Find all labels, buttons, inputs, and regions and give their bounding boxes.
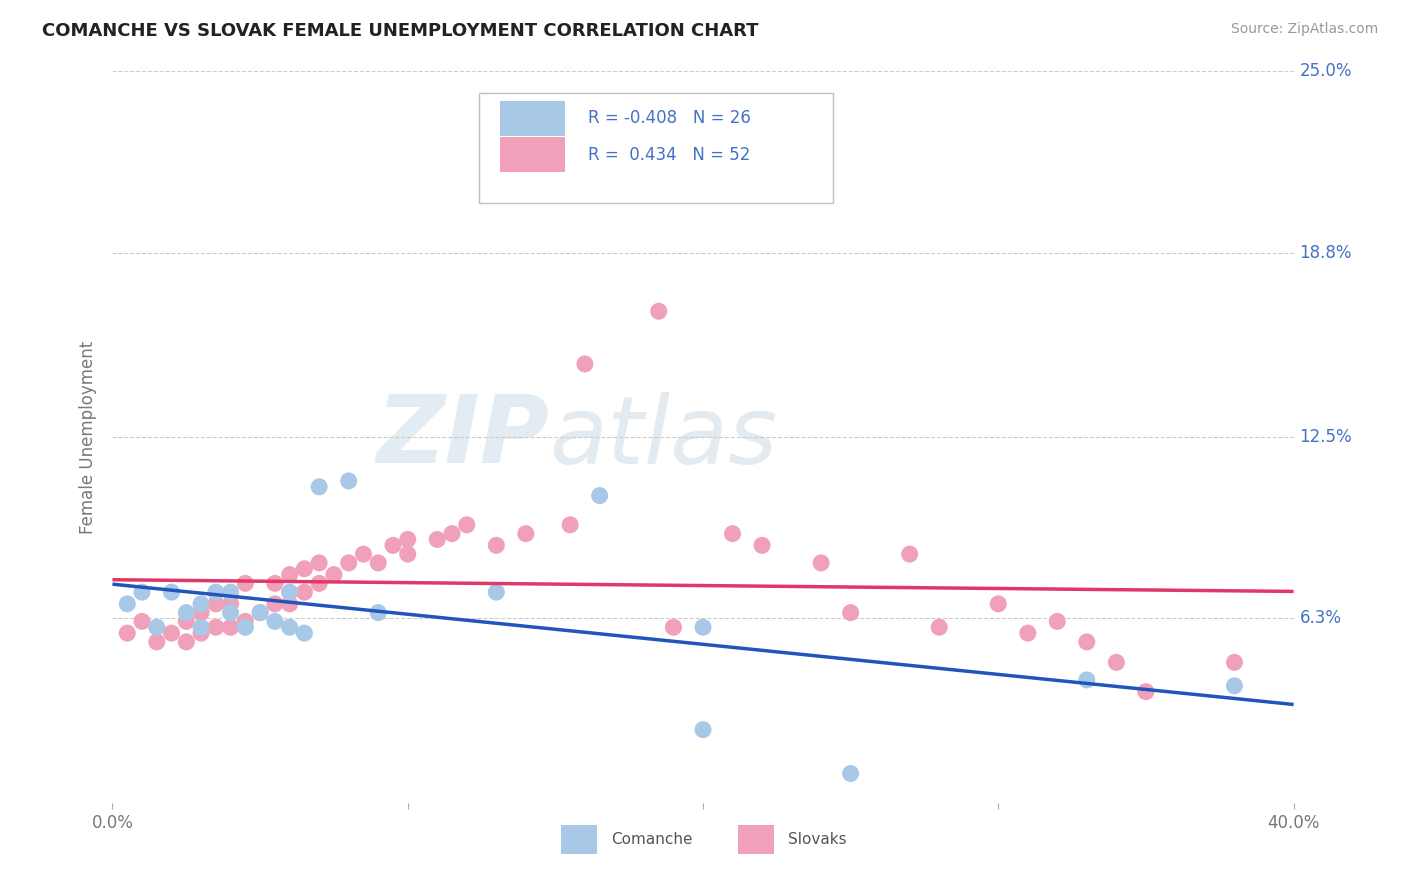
Text: 6.3%: 6.3% <box>1299 609 1341 627</box>
Point <box>278 620 301 634</box>
Point <box>264 597 287 611</box>
Point <box>278 567 301 582</box>
Point <box>278 585 301 599</box>
FancyBboxPatch shape <box>738 825 773 854</box>
Point <box>308 556 330 570</box>
Text: Comanche: Comanche <box>610 832 692 847</box>
Point <box>1223 679 1246 693</box>
Point <box>1046 615 1069 629</box>
FancyBboxPatch shape <box>501 101 565 136</box>
Point <box>692 620 714 634</box>
Text: ZIP: ZIP <box>377 391 550 483</box>
Point <box>219 606 242 620</box>
Point <box>485 585 508 599</box>
Point <box>337 556 360 570</box>
FancyBboxPatch shape <box>561 825 596 854</box>
Point <box>117 597 138 611</box>
Point <box>323 567 346 582</box>
Point <box>751 538 773 552</box>
Text: Slovaks: Slovaks <box>787 832 846 847</box>
Point <box>441 526 464 541</box>
Point <box>174 606 197 620</box>
Point <box>928 620 950 634</box>
Point <box>1076 635 1098 649</box>
Point <box>219 597 242 611</box>
Point <box>396 533 419 547</box>
Text: R = -0.408   N = 26: R = -0.408 N = 26 <box>589 109 751 128</box>
Point <box>1076 673 1098 687</box>
Point <box>160 626 183 640</box>
Point <box>692 723 714 737</box>
Point <box>721 526 744 541</box>
Text: COMANCHE VS SLOVAK FEMALE UNEMPLOYMENT CORRELATION CHART: COMANCHE VS SLOVAK FEMALE UNEMPLOYMENT C… <box>42 22 759 40</box>
Point <box>131 615 153 629</box>
Point <box>898 547 921 561</box>
Point <box>1017 626 1039 640</box>
Point <box>205 585 228 599</box>
Point <box>515 526 537 541</box>
Point <box>205 597 228 611</box>
Point <box>205 620 228 634</box>
Text: 25.0%: 25.0% <box>1299 62 1353 80</box>
Point <box>190 597 212 611</box>
Text: Source: ZipAtlas.com: Source: ZipAtlas.com <box>1230 22 1378 37</box>
Point <box>146 635 169 649</box>
Point <box>131 585 153 599</box>
Point <box>233 620 256 634</box>
Point <box>987 597 1010 611</box>
Point <box>647 304 671 318</box>
Point <box>292 626 315 640</box>
Point <box>117 626 138 640</box>
Point <box>264 576 287 591</box>
Point <box>456 517 478 532</box>
Point <box>382 538 405 552</box>
Point <box>588 489 610 503</box>
Point <box>810 556 832 570</box>
Point <box>352 547 374 561</box>
Text: 12.5%: 12.5% <box>1299 428 1353 446</box>
Point <box>1105 656 1128 670</box>
Point <box>396 547 419 561</box>
Point <box>249 606 271 620</box>
Point <box>308 480 330 494</box>
Point <box>174 635 197 649</box>
Text: R =  0.434   N = 52: R = 0.434 N = 52 <box>589 145 751 164</box>
Point <box>839 766 862 780</box>
Point <box>292 562 315 576</box>
Text: 18.8%: 18.8% <box>1299 244 1353 261</box>
Point <box>249 606 271 620</box>
Point <box>292 585 315 599</box>
Point <box>219 620 242 634</box>
Point <box>190 620 212 634</box>
Point <box>1135 684 1157 698</box>
Point <box>174 615 197 629</box>
Point <box>264 615 287 629</box>
FancyBboxPatch shape <box>501 137 565 172</box>
Point <box>1223 656 1246 670</box>
Point <box>485 538 508 552</box>
Point <box>160 585 183 599</box>
Point <box>367 556 389 570</box>
Point <box>146 620 169 634</box>
Point <box>426 533 449 547</box>
Point <box>574 357 596 371</box>
Point <box>662 620 685 634</box>
FancyBboxPatch shape <box>478 94 832 203</box>
Point <box>308 576 330 591</box>
Point <box>839 606 862 620</box>
Point <box>233 576 256 591</box>
Point <box>190 626 212 640</box>
Point <box>278 597 301 611</box>
Point <box>367 606 389 620</box>
Text: atlas: atlas <box>550 392 778 483</box>
Y-axis label: Female Unemployment: Female Unemployment <box>79 341 97 533</box>
Point <box>233 615 256 629</box>
Point <box>337 474 360 488</box>
Point <box>558 517 582 532</box>
Point <box>219 585 242 599</box>
Point <box>190 606 212 620</box>
